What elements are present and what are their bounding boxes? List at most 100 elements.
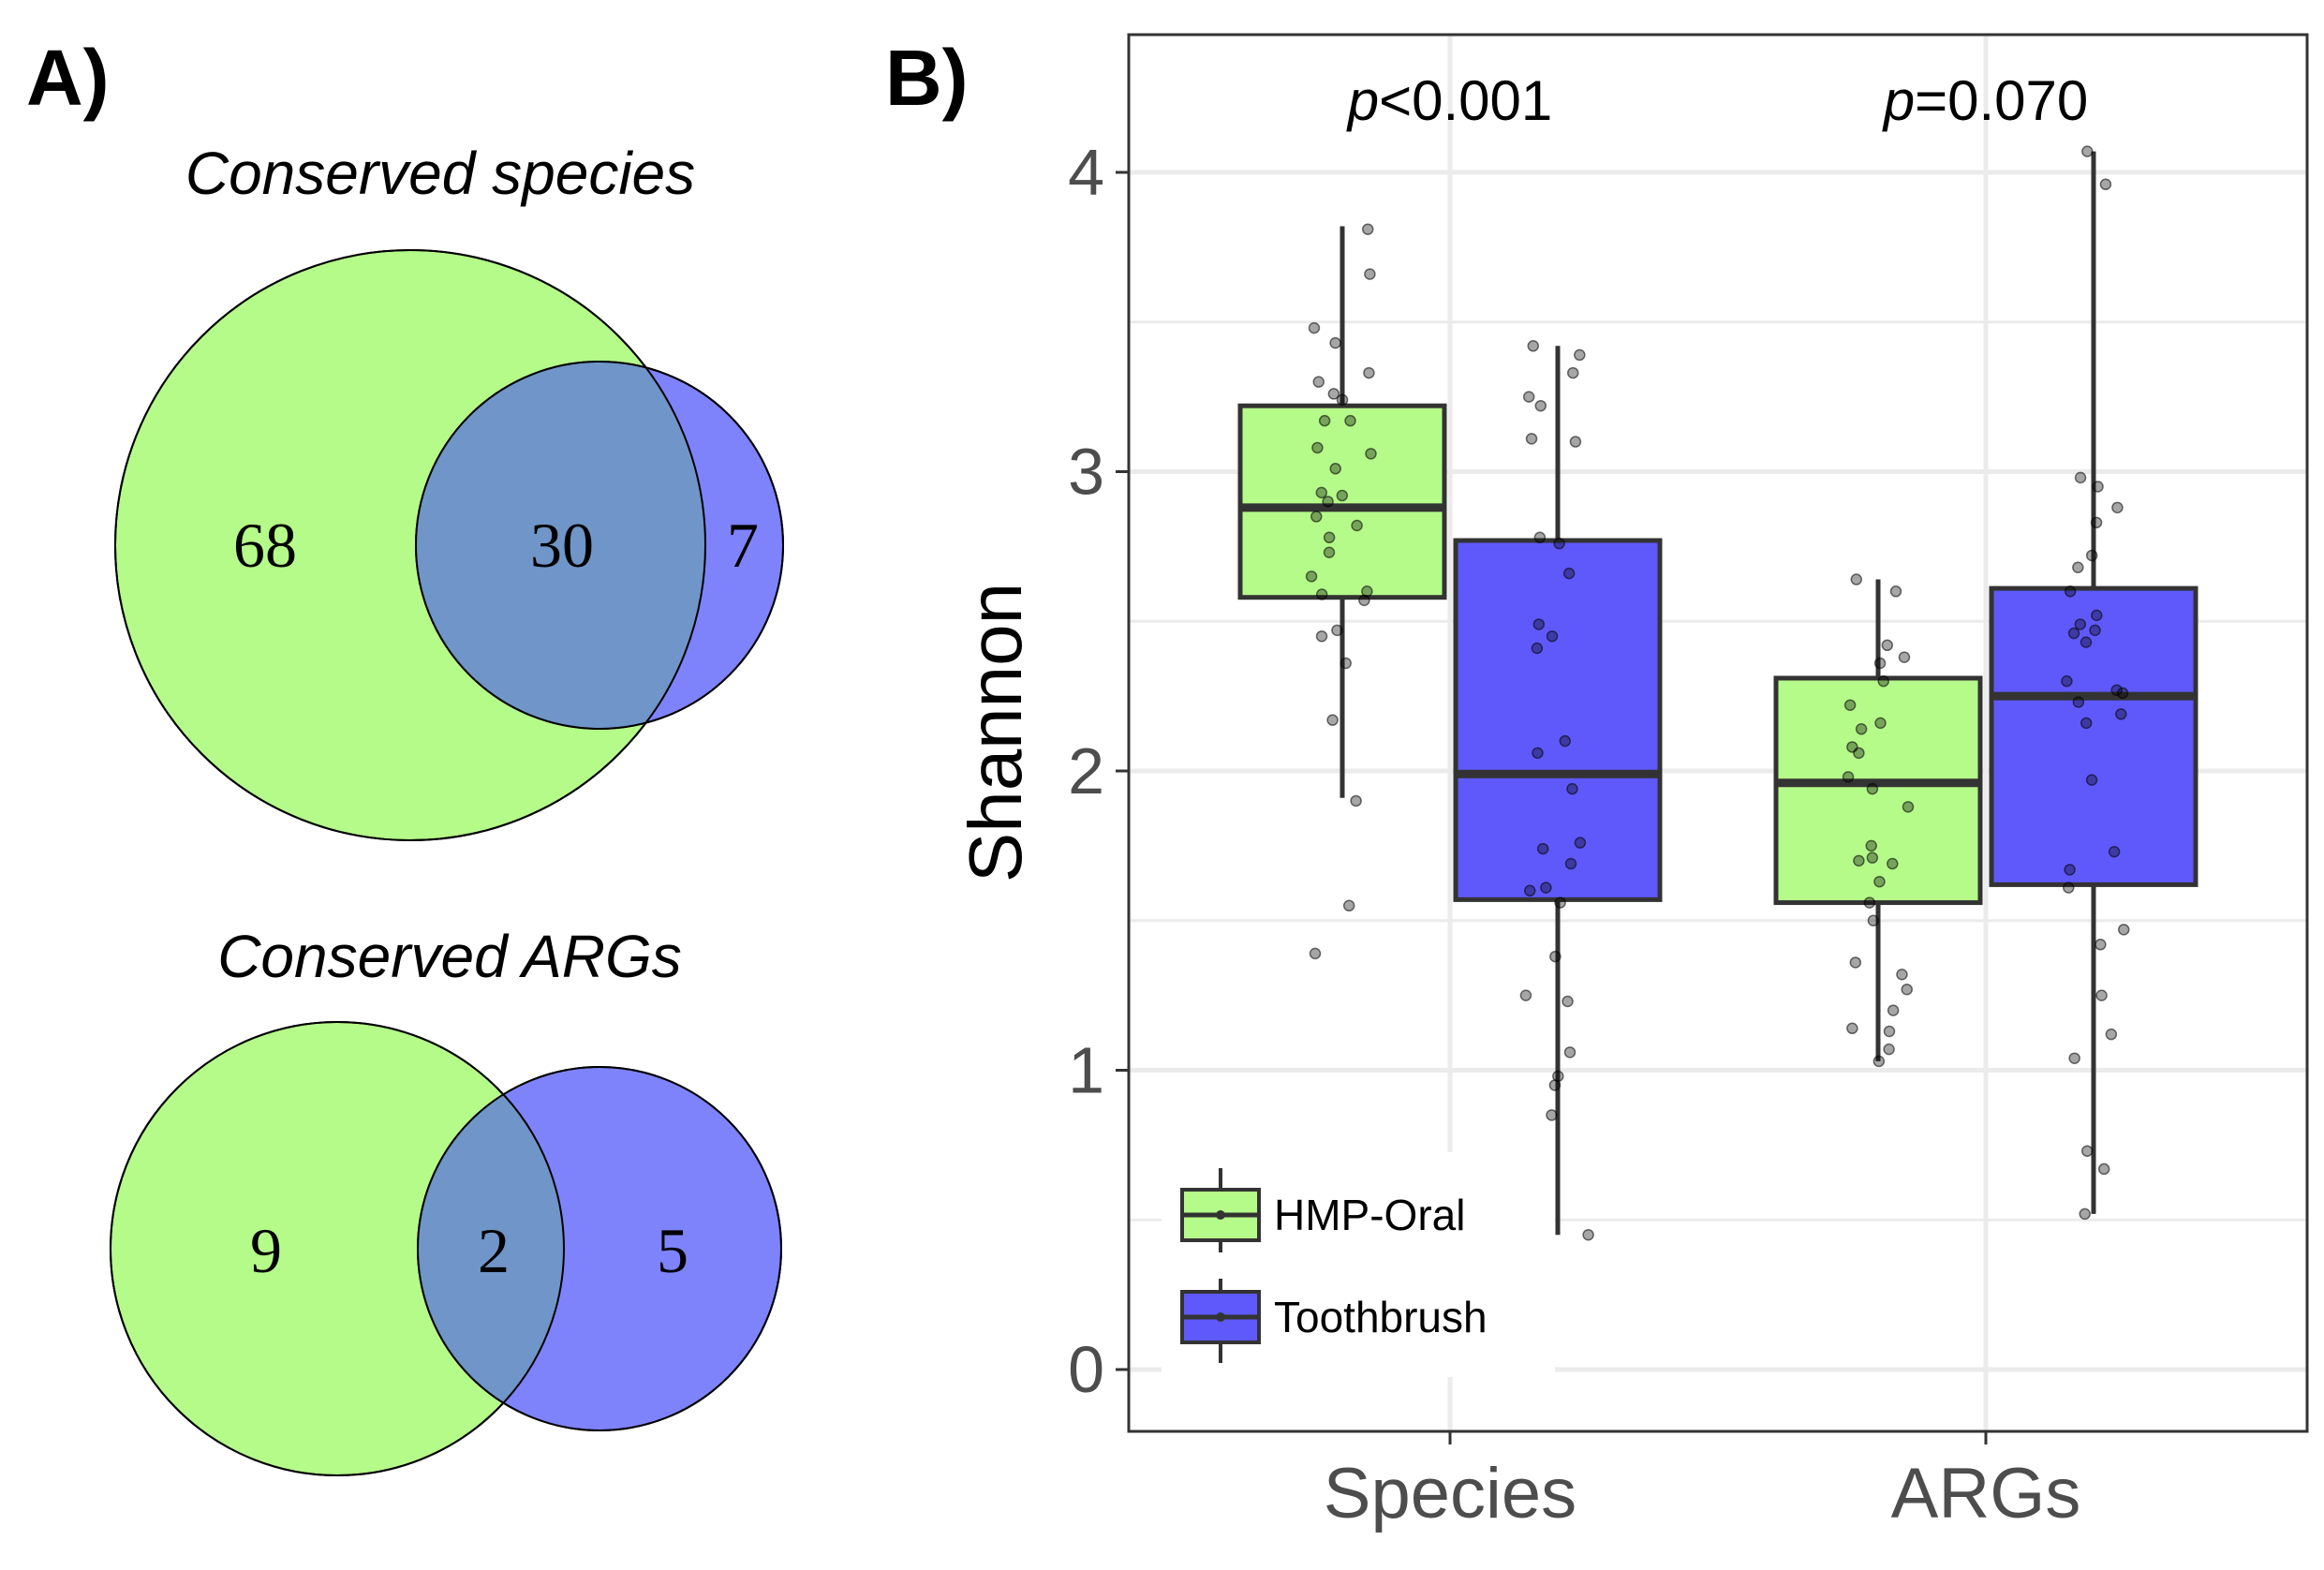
data-point xyxy=(2108,846,2121,858)
data-point xyxy=(1883,1025,1896,1038)
venn-species-overlap-count: 30 xyxy=(530,510,594,581)
data-point xyxy=(2099,178,2112,191)
p-value-annotations: p<0.001 p=0.070 xyxy=(1346,69,2089,132)
data-point xyxy=(1351,519,1363,532)
boxplot-panel: 0 1 2 3 4 Species ARGs Shannon p<0.001 p=0.070… xyxy=(954,33,2309,1533)
jitter-points xyxy=(1305,145,2130,1241)
box-hmp-oral-args xyxy=(1773,579,1983,1061)
data-point xyxy=(2111,501,2124,514)
data-point xyxy=(1323,531,1336,544)
x-tick-label: ARGs xyxy=(1891,1454,2081,1533)
data-point xyxy=(1329,336,1341,349)
box-body xyxy=(1453,538,1663,902)
data-point xyxy=(1365,448,1377,460)
data-point xyxy=(1342,899,1355,912)
data-point xyxy=(1312,376,1325,388)
data-point xyxy=(1363,366,1375,379)
data-point xyxy=(1849,956,1862,969)
venn-args-overlap-count: 2 xyxy=(478,1215,510,1286)
legend: HMP-Oral Toothbrush xyxy=(1162,1152,1555,1377)
y-tick-label: 3 xyxy=(1068,436,1104,509)
venn-species-right-count: 7 xyxy=(727,510,759,581)
data-point xyxy=(1310,511,1323,523)
data-point xyxy=(2072,561,2084,573)
box-hmp-oral-species xyxy=(1237,226,1447,798)
data-point xyxy=(1846,1022,1858,1035)
data-point xyxy=(2080,717,2093,730)
legend-label-hmp-oral: HMP-Oral xyxy=(1274,1191,1465,1239)
data-point xyxy=(1340,657,1352,670)
data-point xyxy=(1902,801,1915,813)
venn-args-overlap xyxy=(418,1067,564,1430)
data-point xyxy=(1548,1079,1562,1091)
data-point xyxy=(1877,674,1889,688)
data-point xyxy=(1850,573,1863,585)
data-point xyxy=(1549,950,1562,963)
y-tick-label: 4 xyxy=(1068,136,1104,209)
data-point xyxy=(2061,674,2073,688)
data-point xyxy=(1867,914,1880,926)
data-point xyxy=(1873,657,1887,670)
data-point xyxy=(2095,939,2107,951)
data-point xyxy=(1525,433,1538,445)
data-point xyxy=(1323,546,1336,559)
data-point xyxy=(2117,924,2130,936)
data-point xyxy=(1315,629,1328,643)
data-point xyxy=(1532,747,1544,760)
data-point xyxy=(1874,717,1887,730)
box-body xyxy=(1989,585,2198,887)
data-point xyxy=(1305,570,1318,583)
data-point xyxy=(2074,618,2087,630)
box-toothbrush-species xyxy=(1453,346,1663,1236)
data-point xyxy=(1566,782,1578,795)
data-point xyxy=(1534,399,1547,412)
data-point xyxy=(2079,1207,2091,1221)
data-point xyxy=(1519,989,1532,1001)
data-point xyxy=(1540,881,1552,894)
boxes xyxy=(1237,151,2198,1236)
data-point xyxy=(1863,896,1876,909)
y-axis-label: Shannon xyxy=(954,583,1037,882)
box-toothbrush-args xyxy=(1989,151,2198,1214)
p-value-species: p<0.001 xyxy=(1346,69,1553,132)
data-point xyxy=(1350,794,1362,807)
data-point xyxy=(2080,636,2093,648)
data-point xyxy=(1522,391,1535,403)
venn-args-title: Conserved ARGs xyxy=(217,923,682,990)
venn-args: Conserved ARGs 9 2 5 xyxy=(110,923,782,1476)
data-point xyxy=(1887,1004,1900,1016)
data-point xyxy=(2064,864,2076,876)
data-point xyxy=(1843,699,1857,711)
venn-species: Conserved species 68 30 7 xyxy=(114,140,784,841)
data-point xyxy=(1527,340,1540,352)
y-tick-label: 2 xyxy=(1068,734,1104,807)
data-point xyxy=(2072,696,2085,708)
data-point xyxy=(1873,1055,1886,1068)
data-point xyxy=(1532,618,1546,630)
data-point xyxy=(1883,1043,1895,1056)
data-point xyxy=(1569,436,1582,448)
p-value-args: p=0.070 xyxy=(1882,69,2089,132)
data-point xyxy=(1562,567,1576,580)
data-point xyxy=(1564,857,1577,870)
data-point xyxy=(2091,609,2103,622)
data-point xyxy=(1315,588,1328,600)
data-point xyxy=(1887,857,1899,870)
data-point xyxy=(1889,585,1902,598)
data-point xyxy=(2064,585,2077,598)
data-point xyxy=(1896,969,1908,981)
data-point xyxy=(2105,1028,2118,1041)
data-point xyxy=(1331,624,1343,637)
data-point xyxy=(1344,414,1356,427)
data-point xyxy=(1327,388,1340,400)
data-point xyxy=(1853,854,1865,867)
data-point xyxy=(1563,1046,1576,1059)
venn-species-title: Conserved species xyxy=(185,140,695,207)
venn-species-left-count: 68 xyxy=(233,510,297,581)
data-point xyxy=(1546,1109,1558,1121)
data-point xyxy=(1364,268,1376,280)
box-body xyxy=(1773,675,1983,906)
data-point xyxy=(1326,714,1339,726)
data-point xyxy=(1559,734,1572,748)
